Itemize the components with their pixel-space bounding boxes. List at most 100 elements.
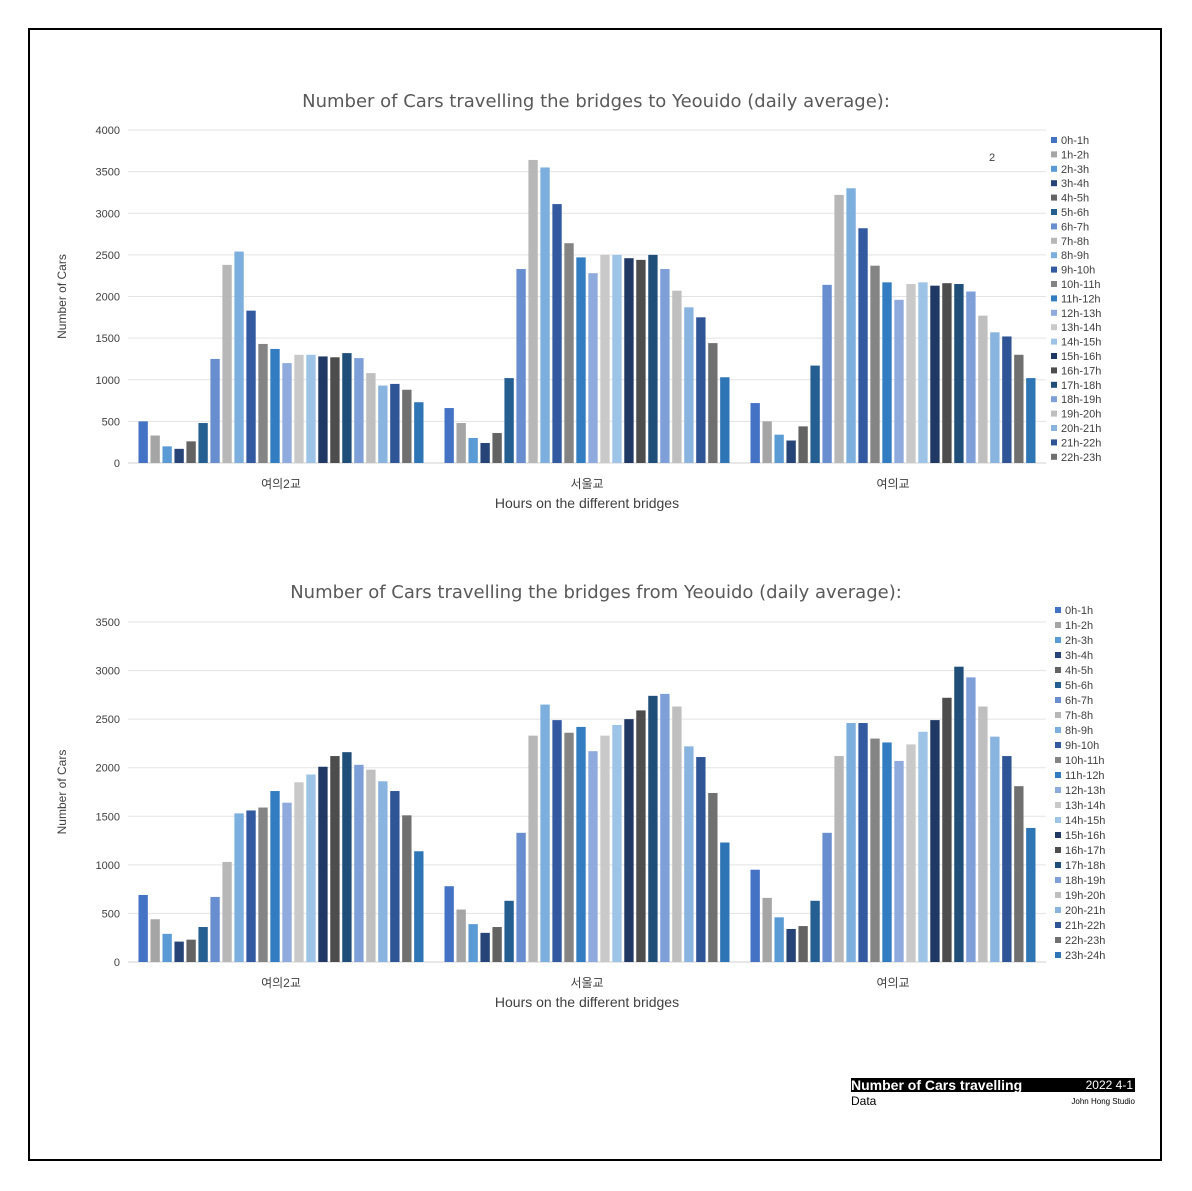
- legend-label: 5h-6h: [1061, 207, 1089, 219]
- bar: [672, 290, 682, 463]
- legend-label: 16h-17h: [1065, 845, 1105, 857]
- bar: [786, 928, 796, 962]
- legend-swatch: [1051, 237, 1057, 244]
- bar: [318, 356, 328, 463]
- legend-swatch: [1055, 862, 1061, 868]
- y-tick-label: 1000: [96, 375, 120, 387]
- bar: [918, 731, 928, 962]
- bar: [282, 802, 292, 962]
- legend-label: 15h-16h: [1061, 351, 1101, 363]
- legend-label: 0h-1h: [1065, 605, 1093, 617]
- bar: [222, 264, 232, 463]
- bar: [786, 440, 796, 463]
- bar: [378, 385, 388, 463]
- bar: [234, 813, 244, 962]
- legend-swatch: [1051, 165, 1057, 172]
- legend-label: 13h-14h: [1065, 800, 1105, 812]
- bar: [480, 443, 490, 463]
- bar: [564, 243, 574, 463]
- bar: [588, 273, 598, 463]
- bar: [1026, 378, 1036, 463]
- bar: [942, 283, 952, 463]
- bar: [414, 402, 424, 463]
- bar: [906, 744, 916, 962]
- legend-label: 22h-23h: [1061, 452, 1101, 464]
- legend-label: 13h-14h: [1061, 322, 1101, 334]
- legend-swatch: [1055, 802, 1061, 808]
- bar: [270, 791, 280, 962]
- bar: [162, 446, 172, 463]
- legend-swatch: [1055, 712, 1061, 718]
- bar: [774, 917, 784, 962]
- legend-swatch: [1051, 439, 1057, 446]
- bar: [414, 851, 424, 962]
- legend-label: 22h-23h: [1065, 935, 1105, 947]
- bar: [810, 365, 820, 463]
- legend-swatch: [1055, 742, 1061, 748]
- bar: [318, 766, 328, 962]
- y-tick-label: 0: [114, 957, 120, 969]
- bar: [480, 932, 490, 962]
- bar: [246, 810, 256, 962]
- y-tick-label: 2000: [96, 292, 120, 304]
- bar: [456, 909, 466, 962]
- bar: [390, 383, 400, 463]
- legend-swatch: [1051, 353, 1057, 359]
- bar: [810, 900, 820, 962]
- legend-label: 8h-9h: [1061, 250, 1089, 262]
- legend-label: 15h-16h: [1065, 830, 1105, 842]
- legend-swatch: [1055, 607, 1061, 613]
- legend-label: 10h-11h: [1065, 755, 1105, 767]
- bar: [342, 353, 352, 463]
- bar: [624, 258, 634, 463]
- bar: [306, 354, 316, 463]
- footer-subtitle: Data: [851, 1094, 877, 1108]
- bar: [636, 259, 646, 463]
- y-tick-label: 500: [102, 416, 120, 428]
- legend-swatch: [1051, 209, 1057, 215]
- bar: [894, 299, 904, 463]
- chart-from-yeouido: Number of Cars travelling the bridges fr…: [55, 582, 1105, 1010]
- bar: [1002, 336, 1012, 463]
- legend-swatch: [1055, 937, 1061, 943]
- bar: [990, 736, 1000, 962]
- legend-label: 16h-17h: [1061, 365, 1101, 377]
- bar: [600, 735, 610, 962]
- legend-swatch: [1051, 223, 1057, 230]
- legend-swatch: [1055, 697, 1061, 703]
- bar: [720, 377, 730, 463]
- bar: [1002, 756, 1012, 962]
- bar: [210, 358, 220, 463]
- bar: [798, 926, 808, 962]
- x-category-label: 서울교: [570, 477, 603, 491]
- y-tick-label: 1000: [96, 860, 120, 872]
- legend-label: 6h-7h: [1065, 695, 1093, 707]
- legend-label: 12h-13h: [1065, 785, 1105, 797]
- bar: [186, 441, 196, 463]
- x-category-label: 서울교: [570, 976, 603, 990]
- legend-swatch: [1051, 194, 1057, 201]
- legend-label: 1h-2h: [1061, 149, 1089, 161]
- bar: [762, 421, 772, 463]
- legend-swatch: [1051, 295, 1057, 302]
- legend-swatch: [1055, 652, 1061, 658]
- legend-swatch: [1051, 309, 1057, 316]
- bar: [282, 363, 292, 463]
- bar: [894, 760, 904, 962]
- bar: [708, 343, 718, 463]
- footer-title: Number of Cars travelling: [851, 1078, 1023, 1092]
- x-axis-label: Hours on the different bridges: [495, 495, 679, 511]
- legend-swatch: [1051, 281, 1057, 287]
- y-tick-label: 0: [114, 458, 120, 470]
- legend-swatch: [1055, 877, 1061, 883]
- bar: [672, 706, 682, 962]
- legend-swatch: [1055, 667, 1061, 673]
- bar: [234, 251, 244, 463]
- bar: [528, 735, 538, 962]
- bar: [174, 941, 184, 962]
- legend-label: 20h-21h: [1061, 423, 1101, 435]
- y-tick-label: 1500: [96, 333, 120, 345]
- bar: [504, 378, 514, 463]
- bar: [858, 228, 868, 463]
- bar: [186, 939, 196, 962]
